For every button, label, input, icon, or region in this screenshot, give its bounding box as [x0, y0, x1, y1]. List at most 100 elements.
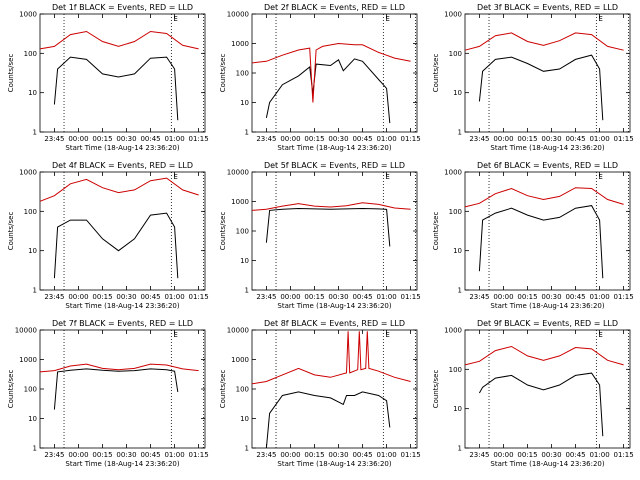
series-line-events [53, 212, 179, 279]
event-marker-label: E [385, 173, 389, 181]
x-axis-label: Start Time (18-Aug-14 23:36:20) [65, 144, 179, 152]
y-axis-label: Counts/sec [432, 212, 440, 251]
y-tick-label: 1000 [19, 169, 37, 177]
x-tick-label: 00:30 [116, 135, 136, 143]
chart-title: Det 7f BLACK = Events, RED = LLD [52, 319, 193, 328]
y-tick-label: 100 [449, 50, 462, 58]
y-tick-label: 10 [28, 247, 37, 255]
x-tick-label: 00:45 [140, 451, 160, 459]
x-axis-label: Start Time (18-Aug-14 23:36:20) [490, 460, 604, 468]
y-axis-label: Counts/sec [432, 54, 440, 93]
x-tick-label: 00:45 [352, 451, 372, 459]
y-tick-label: 1 [245, 287, 249, 295]
chart-title: Det 4f BLACK = Events, RED = LLD [52, 161, 193, 170]
x-axis-label: Start Time (18-Aug-14 23:36:20) [277, 302, 391, 310]
x-tick-label: 23:45 [256, 451, 276, 459]
x-tick-label: 00:15 [304, 293, 324, 301]
chart-title: Det 1f BLACK = Events, RED = LLD [52, 3, 193, 12]
y-tick-label: 100 [24, 50, 37, 58]
x-tick-label: 01:15 [613, 135, 633, 143]
chart-title: Det 2f BLACK = Events, RED = LLD [264, 3, 405, 12]
plot-frame [464, 329, 631, 449]
x-tick-label: 00:45 [352, 293, 372, 301]
chart-title: Det 6f BLACK = Events, RED = LLD [477, 161, 618, 170]
x-tick-label: 01:15 [613, 451, 633, 459]
plot-frame [251, 329, 418, 449]
x-tick-label: 01:15 [400, 451, 420, 459]
x-tick-label: 00:45 [565, 451, 585, 459]
chart-panel-9: Det 9f BLACK = Events, RED = LLDE1000100… [432, 319, 634, 468]
series-line-events [265, 207, 391, 247]
series-line-events [53, 56, 179, 121]
chart-panel-3: Det 3f BLACK = Events, RED = LLDE1000100… [432, 3, 634, 152]
y-tick-label: 1000 [231, 198, 249, 206]
y-tick-label: 1 [33, 129, 37, 137]
series-line-lld [251, 42, 411, 103]
chart-panel-1: Det 1f BLACK = Events, RED = LLDE1000100… [7, 3, 209, 152]
x-tick-label: 01:00 [589, 135, 609, 143]
x-tick-label: 00:15 [92, 135, 112, 143]
y-tick-label: 1000 [19, 356, 37, 364]
event-marker-label: E [598, 15, 602, 23]
x-tick-label: 00:30 [116, 293, 136, 301]
x-axis-label: Start Time (18-Aug-14 23:36:20) [277, 460, 391, 468]
y-axis-label: Counts/sec [219, 54, 227, 93]
x-axis-label: Start Time (18-Aug-14 23:36:20) [277, 144, 391, 152]
chart-title: Det 8f BLACK = Events, RED = LLD [264, 319, 405, 328]
x-tick-label: 01:15 [400, 135, 420, 143]
series-line-lld [39, 30, 199, 50]
x-tick-label: 00:00 [493, 293, 513, 301]
y-tick-label: 1 [33, 445, 37, 453]
series-line-lld [39, 177, 199, 202]
x-tick-label: 01:15 [613, 293, 633, 301]
series-line-lld [251, 202, 411, 211]
chart-panel-6: Det 6f BLACK = Events, RED = LLDE1000100… [432, 161, 634, 310]
y-tick-label: 1000 [444, 327, 462, 335]
y-tick-label: 100 [449, 208, 462, 216]
x-tick-label: 00:45 [140, 135, 160, 143]
series-line-events [478, 54, 604, 121]
x-tick-label: 00:30 [328, 451, 348, 459]
series-line-lld [39, 363, 199, 373]
series-line-events [53, 368, 179, 410]
y-axis-label: Counts/sec [432, 370, 440, 409]
y-axis-label: Counts/sec [219, 370, 227, 409]
x-tick-label: 00:15 [517, 135, 537, 143]
y-axis-label: Counts/sec [219, 212, 227, 251]
y-tick-label: 10 [453, 247, 462, 255]
x-tick-label: 01:00 [376, 135, 396, 143]
x-axis-label: Start Time (18-Aug-14 23:36:20) [490, 302, 604, 310]
y-tick-label: 1000 [444, 11, 462, 19]
series-line-lld [464, 345, 624, 366]
x-tick-label: 00:30 [541, 293, 561, 301]
y-tick-label: 10 [240, 257, 249, 265]
y-tick-label: 1000 [444, 169, 462, 177]
plot-frame [464, 171, 631, 291]
x-tick-label: 23:45 [256, 293, 276, 301]
event-marker-label: E [385, 15, 389, 23]
x-tick-label: 00:00 [68, 451, 88, 459]
event-marker-label: E [598, 331, 602, 339]
x-tick-label: 00:45 [352, 135, 372, 143]
x-tick-label: 01:00 [589, 293, 609, 301]
x-tick-label: 01:15 [400, 293, 420, 301]
event-marker-label: E [173, 15, 177, 23]
y-tick-label: 1 [245, 445, 249, 453]
y-axis-label: Counts/sec [7, 212, 15, 251]
plot-frame [251, 171, 418, 291]
chart-panel-5: Det 5f BLACK = Events, RED = LLDE1000010… [219, 161, 421, 310]
y-tick-label: 10000 [227, 11, 249, 19]
series-line-lld [251, 331, 411, 385]
x-tick-label: 00:15 [92, 451, 112, 459]
y-axis-label: Counts/sec [7, 54, 15, 93]
plot-frame [39, 13, 206, 133]
x-tick-label: 00:30 [328, 135, 348, 143]
x-axis-label: Start Time (18-Aug-14 23:36:20) [65, 302, 179, 310]
series-line-lld [464, 187, 624, 208]
y-tick-label: 10 [240, 99, 249, 107]
chart-panel-8: Det 8f BLACK = Events, RED = LLDE1000010… [219, 319, 421, 468]
x-axis-label: Start Time (18-Aug-14 23:36:20) [65, 460, 179, 468]
y-axis-label: Counts/sec [7, 370, 15, 409]
x-tick-label: 23:45 [44, 293, 64, 301]
